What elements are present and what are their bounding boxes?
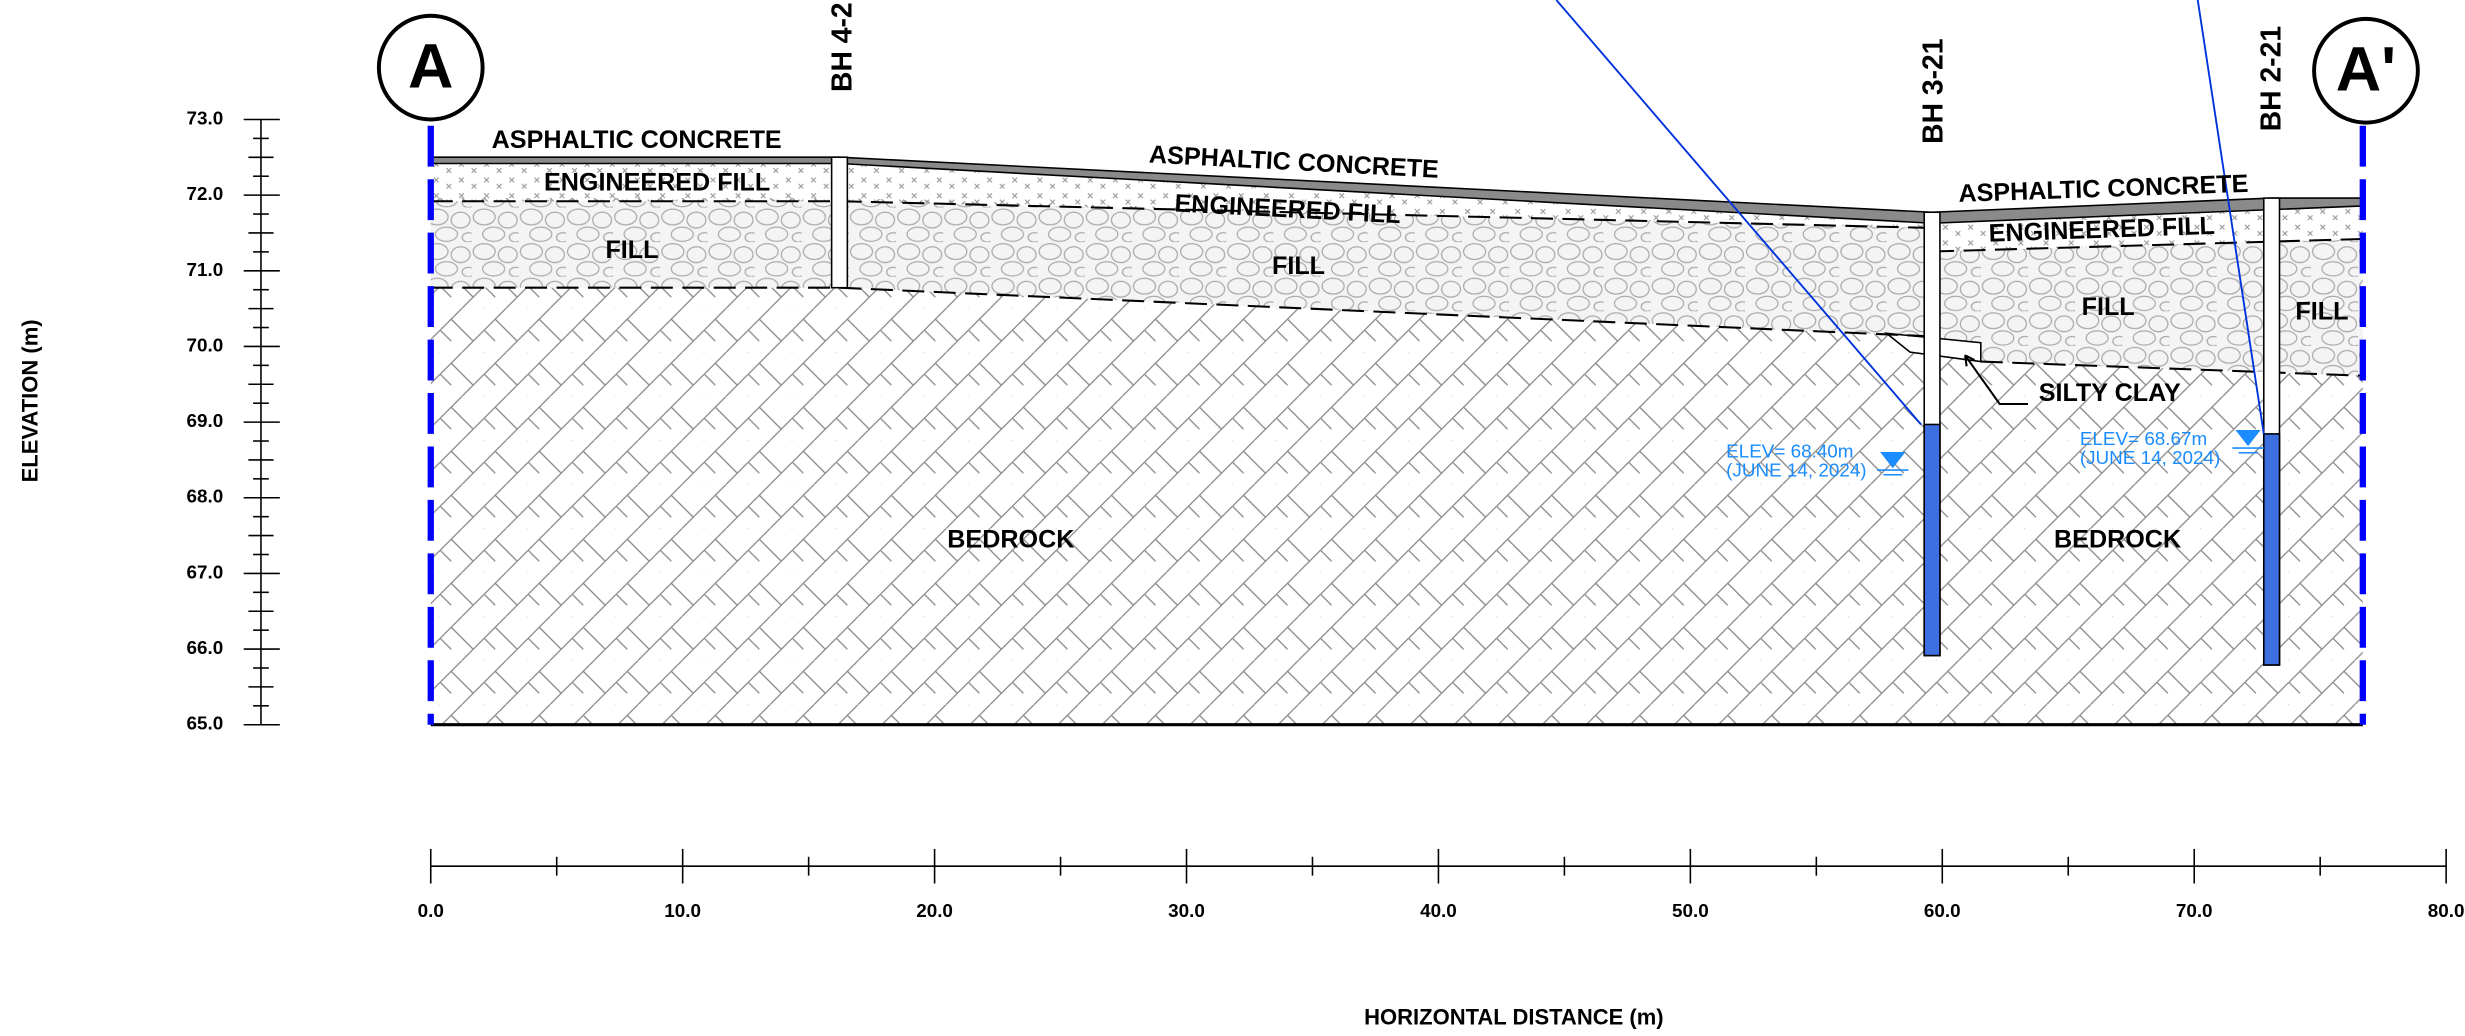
x-tick-label: 60.0 — [1924, 900, 1961, 921]
x-tick-label: 50.0 — [1672, 900, 1709, 921]
borehole-label: BH 2-21 — [2255, 26, 2287, 131]
cross-section: ELEV= 68.40m (JUNE 14, 2024) ELEV= 68.67… — [0, 0, 2465, 1036]
borehole-label: BH 3-21 — [1917, 39, 1949, 144]
y-tick-label: 72.0 — [187, 183, 224, 204]
y-tick-label: 68.0 — [187, 486, 224, 507]
well-screen — [2264, 434, 2280, 665]
x-tick-label: 30.0 — [1168, 900, 1205, 921]
layer-label: BEDROCK — [2054, 525, 2181, 553]
layer-label: BEDROCK — [947, 525, 1074, 553]
borehole — [832, 157, 848, 287]
x-tick-label: 10.0 — [664, 900, 701, 921]
borehole-label: BH 4-2 — [826, 2, 858, 92]
y-tick-label: 70.0 — [187, 334, 224, 355]
y-tick-label: 69.0 — [187, 410, 224, 431]
x-tick-label: 0.0 — [418, 900, 444, 921]
layer-label: ASPHALTIC CONCRETE — [492, 126, 782, 154]
x-axis-title: HORIZONTAL DISTANCE (m) — [1364, 1005, 1663, 1030]
y-tick-label: 65.0 — [187, 713, 224, 734]
layer-label: ENGINEERED FILL — [544, 169, 770, 197]
y-axis-title: ELEVATION (m) — [17, 319, 42, 482]
x-tick-label: 70.0 — [2176, 900, 2213, 921]
y-tick-label: 71.0 — [187, 259, 224, 280]
y-tick-label: 73.0 — [187, 107, 224, 128]
well-screen — [1924, 424, 1940, 655]
x-tick-label: 40.0 — [1420, 900, 1457, 921]
y-tick-label: 66.0 — [187, 637, 224, 658]
layer-label: SILTY CLAY — [2039, 379, 2181, 407]
layer-label: FILL — [2082, 293, 2135, 321]
x-tick-label: 80.0 — [2428, 900, 2465, 921]
layer-label: FILL — [2295, 297, 2348, 325]
water-level-date: (JUNE 14, 2024) — [2080, 447, 2220, 468]
section-label: A — [408, 31, 453, 101]
layer-label: FILL — [605, 236, 658, 264]
section-label: A' — [2336, 35, 2396, 105]
water-level-date: (JUNE 14, 2024) — [1726, 460, 1866, 481]
water-level: ELEV= 68.40m — [1726, 441, 1853, 462]
y-tick-label: 67.0 — [187, 561, 224, 582]
x-tick-label: 20.0 — [916, 900, 953, 921]
layer-label: FILL — [1272, 252, 1325, 280]
